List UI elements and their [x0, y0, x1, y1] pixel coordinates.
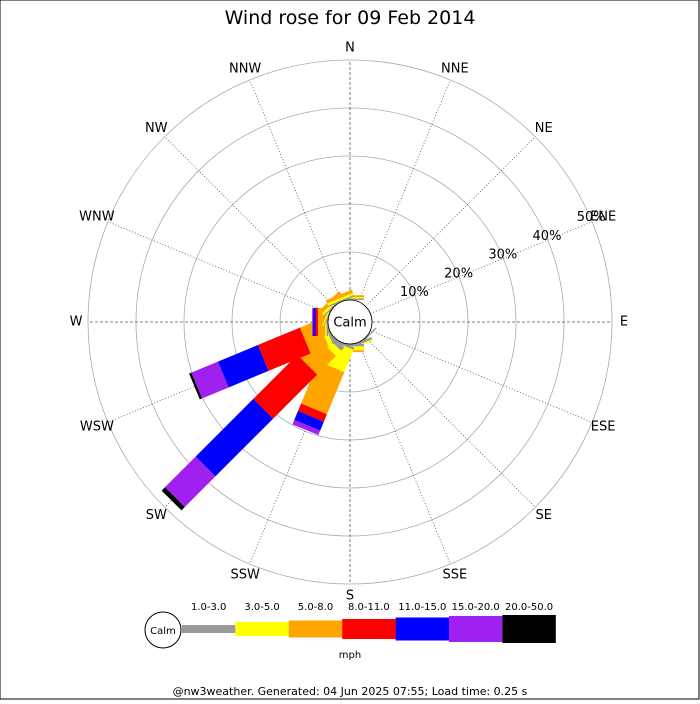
rose-segment: [315, 308, 318, 336]
direction-label: ESE: [591, 419, 616, 434]
direction-label: NW: [145, 121, 168, 136]
direction-label: SSW: [230, 568, 260, 583]
direction-label: SW: [146, 508, 167, 523]
rose-segment: [253, 354, 318, 419]
direction-spoke: [164, 136, 335, 307]
legend-label: 11.0-15.0: [398, 602, 446, 613]
legend-label: 1.0-3.0: [191, 602, 226, 613]
direction-label: N: [345, 41, 355, 56]
legend-label: 8.0-11.0: [348, 602, 390, 613]
direction-spoke: [370, 330, 593, 423]
rose-segment: [294, 411, 324, 431]
direction-label: SE: [536, 508, 552, 523]
direction-spoke: [365, 337, 536, 508]
rose-segment: [189, 372, 202, 400]
rose-segment: [191, 361, 229, 399]
ring-label: 40%: [533, 229, 562, 244]
footer: @nw3weather. Generated: 04 Jun 2025 07:5…: [173, 685, 528, 698]
direction-label: S: [346, 589, 354, 604]
direction-label: E: [620, 315, 628, 330]
direction-label: NNW: [229, 61, 261, 76]
legend-swatch: [449, 616, 503, 642]
legend-swatch: [342, 619, 396, 639]
rose-segment: [299, 320, 329, 354]
legend-swatch: [395, 617, 449, 641]
calm-label: Calm: [333, 316, 366, 331]
direction-label: W: [70, 315, 83, 330]
direction-spoke: [370, 221, 593, 314]
grid-ring: [87, 59, 613, 585]
rose-segment: [257, 327, 311, 371]
direction-label: NNE: [441, 61, 469, 76]
direction-spoke: [365, 136, 536, 307]
direction-spoke: [358, 79, 451, 302]
direction-label: ENE: [590, 210, 616, 225]
grid-ring: [183, 155, 517, 489]
rose-segment: [195, 398, 274, 477]
legend-calm-label: Calm: [150, 626, 176, 637]
legend-label: 5.0-8.0: [298, 602, 333, 613]
ring-label: 20%: [444, 266, 473, 281]
rose-segment: [165, 456, 216, 507]
rose-segment: [313, 308, 316, 336]
rose-segment: [161, 487, 185, 511]
legend-label: 20.0-50.0: [505, 602, 553, 613]
calm-circle: [327, 299, 373, 345]
legend-swatch: [288, 620, 343, 638]
legend-swatch: [182, 625, 236, 633]
direction-label: NE: [535, 121, 553, 136]
rose-segment: [292, 419, 321, 436]
chart-title: Wind rose for 09 Feb 2014: [225, 7, 476, 29]
legend-label: 3.0-5.0: [244, 602, 279, 613]
rose-segment: [328, 294, 355, 308]
legend-calm: [144, 611, 182, 649]
rose-segment: [297, 403, 327, 422]
rose-segment: [301, 361, 345, 415]
direction-label: WNW: [79, 210, 115, 225]
rose-segment: [327, 292, 354, 306]
direction-label: WSW: [80, 419, 114, 434]
rose-segment: [312, 308, 314, 336]
ring-label: 10%: [400, 285, 429, 300]
legend-swatch: [502, 615, 556, 643]
rose-segment: [217, 345, 269, 388]
direction-label: SSE: [442, 568, 467, 583]
rose-segment: [325, 289, 354, 304]
ring-label: 50%: [577, 210, 606, 225]
legend-label: 15.0-20.0: [452, 602, 500, 613]
legend-swatch: [235, 622, 289, 636]
legend-units: mph: [339, 650, 361, 661]
ring-label: 30%: [488, 248, 517, 263]
direction-spoke: [107, 221, 330, 314]
direction-spoke: [358, 342, 451, 565]
direction-spoke: [249, 79, 342, 302]
